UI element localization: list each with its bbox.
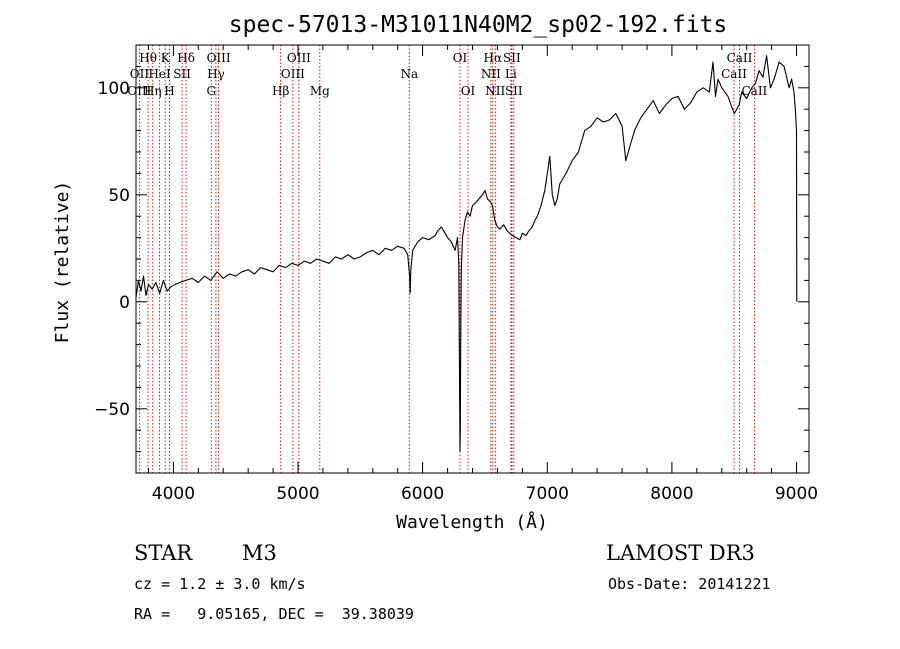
x-tick-label: 6000 bbox=[401, 484, 444, 504]
line-label: K bbox=[161, 51, 171, 65]
chart-title: spec-57013-M31011N40M2_sp02-192.fits bbox=[229, 12, 728, 38]
line-label: OIII bbox=[207, 51, 231, 65]
line-label: NII bbox=[481, 67, 501, 81]
line-label: SII bbox=[173, 67, 191, 81]
line-label: OIII bbox=[281, 67, 305, 81]
x-axis-label: Wavelength (Å) bbox=[396, 511, 548, 533]
object-subclass: M3 bbox=[242, 541, 277, 565]
spectral-line-markers bbox=[138, 45, 755, 473]
observation-date: Obs-Date: 20141221 bbox=[608, 575, 771, 593]
line-label: H bbox=[164, 84, 174, 98]
line-label: OIII bbox=[287, 51, 311, 65]
line-label: Hγ bbox=[207, 67, 225, 81]
line-label: SII bbox=[503, 51, 521, 65]
spectrum-line bbox=[135, 55, 798, 453]
y-axis-label: Flux (relative) bbox=[52, 181, 73, 344]
y-tick-label: 50 bbox=[108, 186, 130, 206]
line-label: Hη bbox=[144, 84, 162, 98]
line-label: CaII bbox=[741, 84, 767, 98]
line-label: Hδ bbox=[177, 51, 195, 65]
coordinates: RA = 9.05165, DEC = 39.38039 bbox=[134, 605, 414, 623]
line-label: OI bbox=[453, 51, 468, 65]
line-label: OI bbox=[461, 84, 476, 98]
line-label: HeI bbox=[148, 67, 171, 81]
y-axis: −50 0 50 100 bbox=[94, 44, 809, 453]
line-label: Hθ bbox=[139, 51, 157, 65]
x-tick-label: 4000 bbox=[152, 484, 195, 504]
line-label: Mg bbox=[310, 84, 330, 98]
line-label: Na bbox=[400, 67, 418, 81]
line-label: CaII bbox=[721, 67, 747, 81]
x-tick-label: 8000 bbox=[650, 484, 693, 504]
x-tick-label: 7000 bbox=[526, 484, 569, 504]
x-axis: 4000 5000 6000 7000 8000 9000 bbox=[148, 45, 818, 504]
line-label: NII bbox=[485, 84, 505, 98]
y-tick-label: 100 bbox=[98, 79, 130, 99]
x-tick-label: 5000 bbox=[276, 484, 319, 504]
survey-name: LAMOST DR3 bbox=[606, 541, 755, 565]
line-label: OII bbox=[130, 67, 150, 81]
line-label: Hα bbox=[484, 51, 503, 65]
line-label: CaII bbox=[727, 51, 753, 65]
object-type: STAR bbox=[134, 541, 193, 565]
line-label: SII bbox=[505, 84, 523, 98]
spectrum-series bbox=[135, 55, 798, 453]
line-label: G bbox=[207, 84, 217, 98]
redshift-cz: cz = 1.2 ± 3.0 km/s bbox=[134, 575, 306, 593]
y-tick-label: 0 bbox=[119, 293, 130, 313]
line-label: Li bbox=[505, 67, 517, 81]
plot-frame bbox=[135, 44, 810, 474]
y-tick-label: −50 bbox=[94, 400, 130, 420]
x-tick-label: 9000 bbox=[775, 484, 818, 504]
line-label: Hβ bbox=[272, 84, 289, 98]
